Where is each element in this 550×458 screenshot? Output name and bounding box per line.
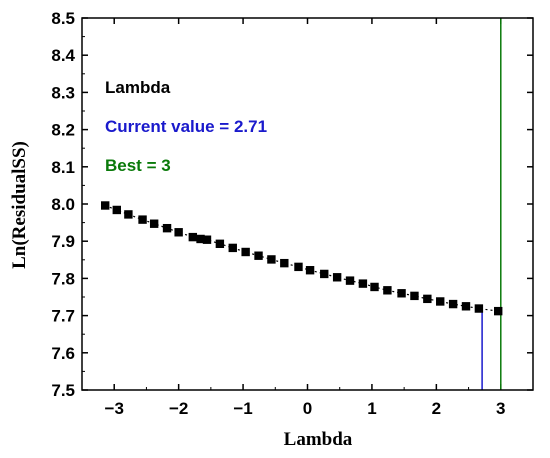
data-point (162, 223, 172, 233)
x-tick-label: 1 (367, 399, 376, 418)
data-point (174, 228, 183, 237)
data-point (461, 302, 471, 311)
data-point (358, 279, 368, 288)
y-axis-ticks: 7.5 7.6 7.7 7.8 7.9 8.0 8.1 8.2 8.3 8.4 8.5 (51, 9, 533, 400)
data-point (124, 210, 133, 219)
data-point (410, 291, 419, 301)
y-tick-label: 8.4 (51, 46, 75, 65)
y-tick-label: 7.8 (51, 269, 75, 288)
y-tick-label: 7.7 (51, 307, 75, 326)
data-point (423, 294, 432, 304)
data-point (202, 235, 212, 244)
data-point (100, 201, 110, 210)
annotation-label: Lambda (105, 78, 171, 97)
x-tick-label: −1 (233, 399, 252, 418)
x-axis-ticks: −3 −2 −1 0 1 2 3 (81, 18, 534, 418)
y-tick-label: 7.5 (51, 381, 75, 400)
data-point (474, 304, 484, 313)
data-point (149, 219, 159, 228)
y-tick-label: 7.6 (51, 344, 75, 363)
data-point (228, 243, 237, 253)
x-tick-label: 0 (303, 399, 312, 418)
series-line (104, 204, 499, 312)
data-point (280, 258, 289, 268)
data-series (100, 201, 503, 316)
data-point (294, 262, 303, 272)
annotation-current-value: Current value = 2.71 (105, 117, 267, 136)
plot-frame (81, 17, 534, 391)
data-point (345, 276, 355, 285)
data-point (138, 215, 147, 224)
data-point (188, 232, 198, 242)
data-point (112, 205, 121, 215)
data-point (241, 247, 250, 257)
data-point (370, 282, 379, 292)
data-point (267, 255, 276, 264)
data-point (383, 286, 392, 295)
reference-lines (481, 18, 502, 390)
data-point (196, 234, 205, 244)
y-tick-label: 8.2 (51, 121, 75, 140)
data-point (254, 251, 263, 260)
data-point (305, 266, 315, 275)
data-point (215, 239, 225, 249)
x-axis-title: Lambda (284, 429, 353, 450)
data-point (397, 289, 406, 298)
y-tick-label: 8.1 (51, 158, 75, 177)
x-tick-label: 2 (432, 399, 441, 418)
x-tick-label: −2 (169, 399, 188, 418)
x-tick-label: 3 (496, 399, 505, 418)
data-point (448, 299, 458, 309)
x-tick-label: −3 (105, 399, 124, 418)
data-point (332, 273, 342, 282)
y-axis-title: Ln(ResidualSS) (9, 141, 30, 269)
data-point (436, 297, 445, 306)
y-tick-label: 8.0 (51, 195, 75, 214)
annotation-best: Best = 3 (105, 156, 171, 175)
data-point (494, 306, 503, 316)
y-tick-label: 7.9 (51, 232, 75, 251)
y-tick-label: 8.5 (51, 9, 75, 28)
data-point (320, 269, 329, 279)
y-tick-label: 8.3 (51, 83, 75, 102)
